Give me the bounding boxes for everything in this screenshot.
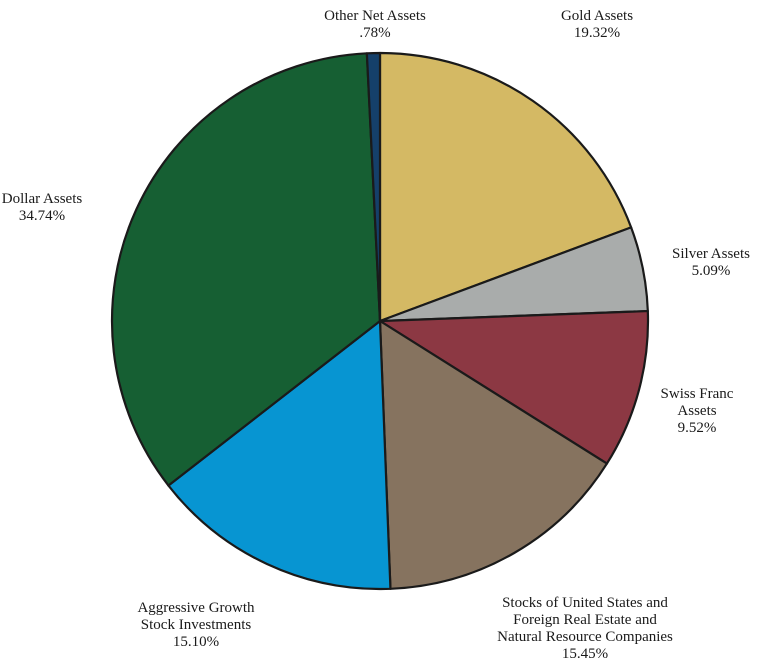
slice-percent-label: 15.45%: [562, 646, 608, 662]
slice-name-label: Dollar Assets: [2, 191, 83, 207]
pie-slice-3: [378, 309, 650, 465]
pie-slice-5: [167, 319, 392, 591]
slice-percent-label: 34.74%: [19, 208, 65, 224]
slice-percent-label: 15.10%: [173, 634, 219, 650]
pie-slice-4: [378, 319, 609, 590]
slice-percent-label: 19.32%: [574, 25, 620, 41]
slice-label-1: Gold Assets 19.32%: [561, 8, 633, 41]
slice-label-6: Dollar Assets 34.74%: [2, 191, 83, 224]
slice-percent-label: 5.09%: [692, 263, 731, 279]
pie-slice-7: [365, 51, 382, 323]
pie-labels: Gold Assets 19.32% Silver Assets 5.09% Swiss…: [2, 8, 750, 662]
slice-label-2: Silver Assets 5.09%: [672, 246, 750, 279]
slice-name-label: Silver Assets: [672, 246, 750, 262]
slice-percent-label: 9.52%: [678, 420, 717, 436]
slice-name-label: Stocks of United States and: [502, 595, 668, 611]
slice-label-4: Stocks of United States and Foreign Real …: [497, 595, 673, 662]
slice-label-3: Swiss Franc Assets 9.52%: [661, 386, 734, 436]
slice-percent-label: .78%: [359, 25, 390, 41]
slice-name-label: Assets: [677, 403, 716, 419]
slice-name-label: Aggressive Growth: [137, 600, 255, 616]
pie-slices: [110, 51, 650, 591]
pie-slice-6: [110, 52, 382, 487]
slice-name-label: Other Net Assets: [324, 8, 426, 24]
slice-label-7: Other Net Assets .78%: [324, 8, 426, 41]
pie-slice-1: [378, 51, 633, 323]
slice-name-label: Stock Investments: [141, 617, 252, 633]
slice-name-label: Swiss Franc: [661, 386, 734, 402]
slice-name-label: Foreign Real Estate and: [513, 612, 657, 628]
slice-name-label: Natural Resource Companies: [497, 629, 673, 645]
slice-label-5: Aggressive Growth Stock Investments 15.10%: [137, 600, 255, 650]
slice-name-label: Gold Assets: [561, 8, 633, 24]
